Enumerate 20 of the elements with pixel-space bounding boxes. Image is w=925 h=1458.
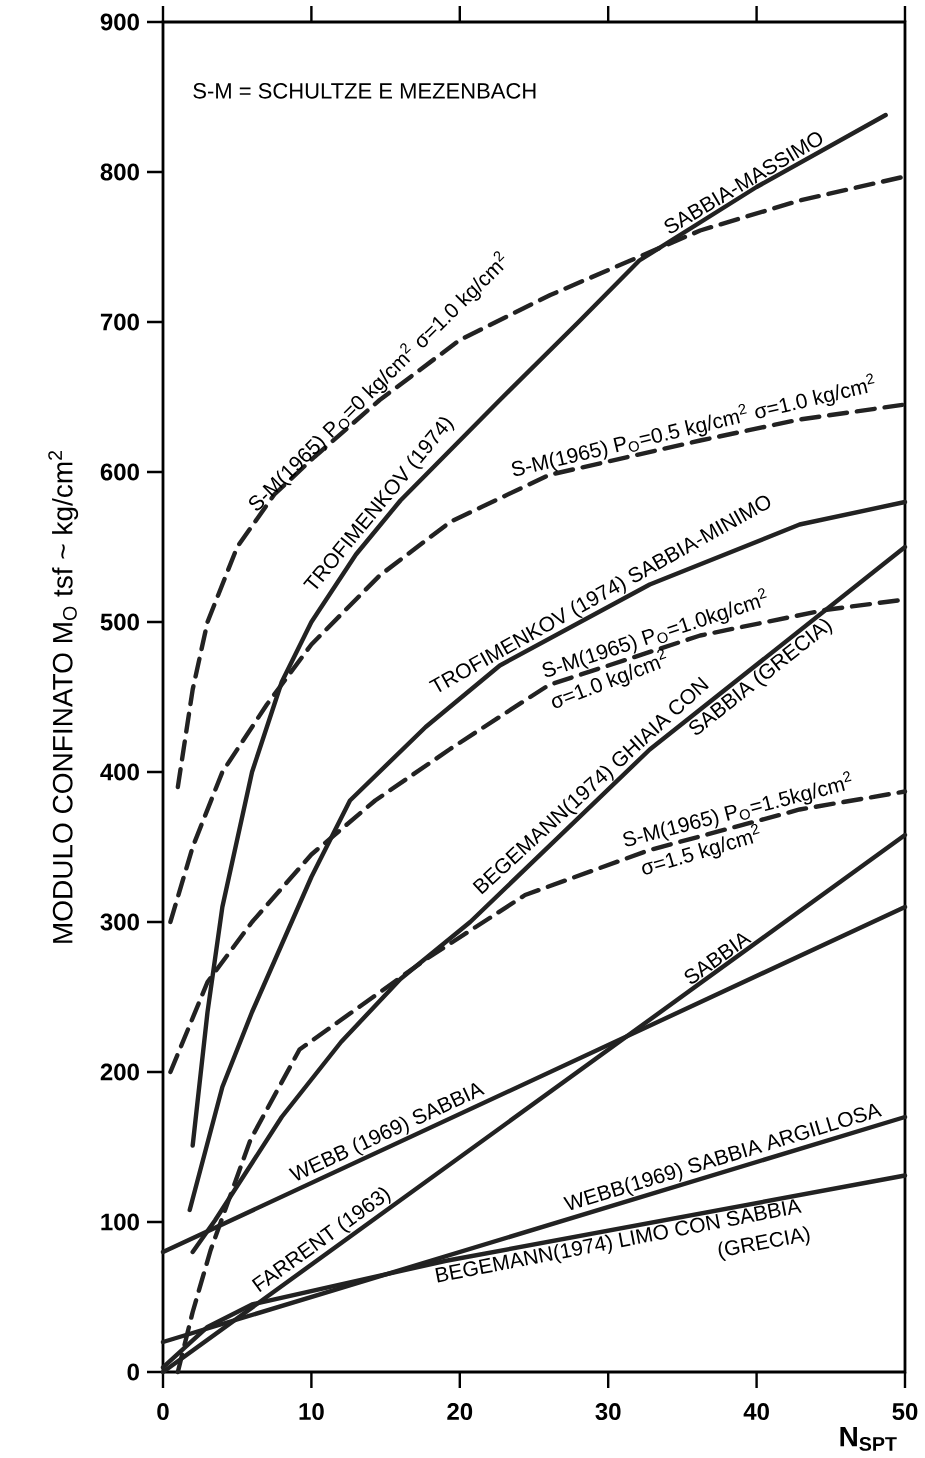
- x-axis-title: N$_{SPT}$: [840, 1427, 897, 1451]
- y-tick-label: 200: [100, 1063, 139, 1081]
- x-tick-label: 20: [447, 1403, 473, 1421]
- annotation: S-M = SCHULTZE E MEZENBACH: [193, 83, 536, 99]
- x-tick-label: 40: [743, 1403, 769, 1421]
- y-tick-label: 400: [100, 763, 139, 781]
- x-tick-label: 50: [892, 1403, 918, 1421]
- y-tick-label: 900: [100, 13, 139, 31]
- y-tick-label: 500: [100, 613, 139, 631]
- x-tick-label: 10: [299, 1403, 324, 1421]
- y-tick-label: 300: [100, 913, 139, 931]
- y-tick-label: 800: [100, 163, 139, 181]
- y-axis-title: MODULO CONFINATO M$_{O}$ tsf ~ kg/cm$^{2}$: [48, 450, 79, 943]
- x-tick-label: 30: [595, 1403, 621, 1421]
- annotation: (GRECIA): [718, 1226, 810, 1261]
- y-tick-label: 600: [100, 463, 139, 481]
- y-tick-label: 700: [100, 313, 139, 331]
- x-tick-label: 0: [157, 1403, 169, 1421]
- y-tick-label: 0: [127, 1363, 139, 1381]
- y-tick-label: 100: [101, 1213, 139, 1231]
